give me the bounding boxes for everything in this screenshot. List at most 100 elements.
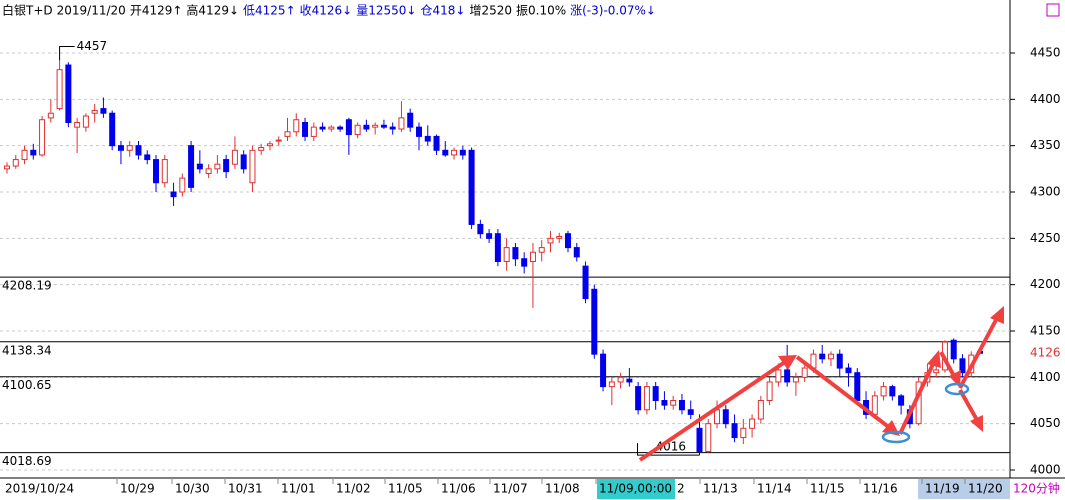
candle-body: [722, 409, 729, 425]
candle-body: [170, 191, 177, 198]
y-tick-label: 4150: [1030, 324, 1061, 338]
candle-body: [126, 145, 133, 151]
level-label: 4100.65: [2, 378, 52, 392]
candle-body: [600, 353, 607, 388]
x-tick-label: 11/05: [388, 482, 423, 496]
header-item: 白银T+D: [2, 3, 53, 18]
header-item: 收4126↓: [300, 4, 353, 18]
arrow-head: [970, 415, 983, 432]
candle-body: [827, 353, 834, 360]
candle-body: [188, 145, 195, 188]
max-label: 4457: [77, 39, 108, 53]
candle-body: [696, 427, 703, 452]
candle-body: [4, 165, 10, 170]
highlight-ellipse: [881, 430, 911, 444]
candle-body: [766, 381, 773, 402]
candle-body: [494, 233, 501, 262]
candle-body: [82, 115, 89, 128]
x-tick-label: 10/30: [175, 482, 210, 496]
candle-body: [196, 163, 203, 170]
y-tick-label: 4450: [1030, 46, 1061, 60]
trend-arrow: [638, 360, 787, 462]
candle-body: [889, 386, 896, 397]
x-tick-label: 10/31: [228, 482, 263, 496]
candle-body: [56, 69, 63, 110]
candle-body: [819, 353, 826, 360]
candle-body: [459, 149, 466, 156]
candle-body: [468, 149, 475, 225]
candle-body: [714, 409, 721, 425]
candle-body: [179, 177, 186, 193]
x-tick-label: 10/29: [120, 482, 155, 496]
crosshair-date-bg: [597, 479, 675, 499]
candle-body: [424, 135, 431, 142]
candle-body: [678, 400, 685, 411]
candle-body: [389, 126, 396, 130]
header-item: 仓418↓: [420, 4, 465, 18]
candle-body: [319, 126, 326, 130]
candle-body: [407, 112, 414, 128]
arrow-head: [778, 355, 797, 370]
candle-body: [109, 112, 116, 147]
arrow-head: [927, 350, 941, 368]
candle-body: [21, 149, 28, 161]
candle-body: [275, 139, 282, 142]
candle-body: [643, 386, 650, 411]
candle-body: [205, 168, 212, 174]
highlight-ellipse: [944, 382, 970, 396]
last-price-bg: [1012, 345, 1065, 362]
candle-body: [266, 143, 273, 147]
y-tick-label: 4350: [1030, 138, 1061, 152]
candle-body: [547, 237, 554, 244]
candle-body: [871, 395, 878, 415]
candle-body: [959, 358, 966, 374]
candle-body: [117, 145, 124, 151]
candle-body: [898, 395, 905, 406]
trend-arrow: [898, 361, 936, 435]
y-tick-label: 4400: [1030, 92, 1061, 106]
header-item: 量12550↓: [356, 4, 416, 18]
candle-body: [670, 400, 677, 406]
trend-arrow: [795, 355, 892, 430]
candle-body: [258, 147, 265, 151]
candle-body: [161, 159, 168, 184]
plot-area: 4000 4050 4100 4150 4200 4250 4300 4350 4400 4450…: [0, 39, 1065, 496]
candle-body: [635, 386, 642, 411]
candle-body: [310, 126, 317, 137]
header-item: 涨(-3)-0.07%↓: [570, 3, 656, 18]
candle-body: [91, 109, 98, 114]
candle-body: [345, 119, 352, 136]
y-tick-label: 4250: [1030, 231, 1061, 245]
candle-body: [556, 235, 563, 239]
candle-body: [529, 251, 536, 263]
candle-body: [591, 288, 598, 355]
level-label: 4208.19: [2, 279, 52, 293]
candle-body: [354, 124, 361, 136]
candle-body: [477, 223, 484, 235]
candle-body: [565, 233, 572, 249]
candle-body: [801, 367, 808, 378]
trend-arrow: [958, 317, 999, 389]
x-tick-label: 11/16: [863, 482, 898, 496]
candle-body: [784, 369, 791, 383]
trend-arrow: [939, 351, 957, 379]
candle-body: [687, 409, 694, 415]
header: 白银T+D 2019/11/20 开4129↑ 高4129↓ 低4125↑ 收4126↓ 量…: [2, 3, 656, 18]
x-tick-label: 11/02: [336, 482, 371, 496]
candle-body: [626, 378, 633, 383]
candle-body: [705, 423, 712, 452]
candle-body: [47, 112, 54, 119]
candle-body: [249, 149, 256, 184]
candle-body: [486, 233, 493, 239]
candle-body: [415, 126, 422, 137]
candle-body: [65, 64, 72, 124]
x-tick-label: 11/09,00:00: [599, 482, 672, 496]
x-tick-label: 11/19: [925, 482, 960, 496]
level-label: 4018.69: [2, 454, 52, 468]
window-button[interactable]: [1046, 3, 1060, 17]
candle-body: [617, 376, 624, 383]
x-tick-label: 2: [677, 482, 685, 496]
x-tick-label: 11/14: [757, 482, 792, 496]
x-tick-label: 11/08: [545, 482, 580, 496]
